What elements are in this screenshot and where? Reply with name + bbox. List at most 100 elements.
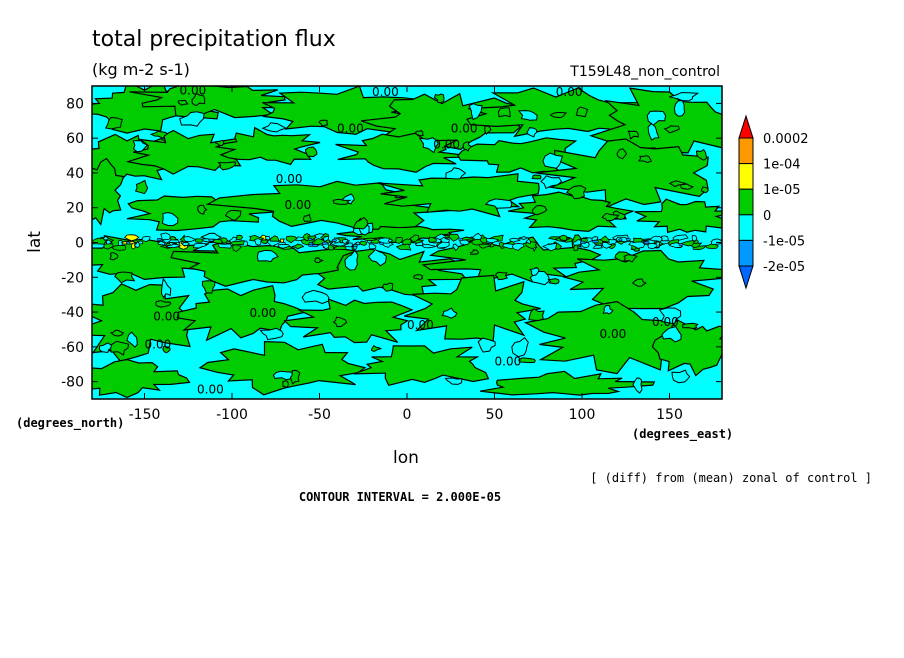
equatorial-cell <box>362 237 378 242</box>
positive-cell <box>531 204 548 216</box>
positive-region <box>92 157 125 227</box>
x-tick-label: -150 <box>129 407 161 423</box>
positive-cell <box>302 213 312 223</box>
legend-level-label: 0 <box>763 209 771 224</box>
positive-cell <box>549 112 568 119</box>
y-axis-label: lat <box>25 231 45 253</box>
x-axis-label: lon <box>393 448 419 468</box>
equatorial-cell <box>647 242 658 250</box>
positive-cell <box>433 93 445 104</box>
x-tick-label: 150 <box>656 407 683 423</box>
positive-cell <box>109 252 119 261</box>
contour-label: 0.00 <box>556 85 583 99</box>
negative-cell <box>444 377 463 385</box>
negative-cell <box>669 92 700 102</box>
equatorial-cell <box>133 240 141 248</box>
positive-cell <box>109 329 124 337</box>
negative-cell <box>671 369 691 384</box>
contour-label: 0.00 <box>276 172 303 186</box>
negative-cell <box>632 377 643 394</box>
positive-cell <box>110 340 130 356</box>
positive-region <box>214 126 321 166</box>
y-axis: 80 60 40 20 0 -20 -40 -60 -80 <box>61 96 722 391</box>
positive-region <box>507 191 635 233</box>
legend-min-arrow <box>738 265 754 290</box>
equatorial-cell <box>291 243 305 250</box>
y-tick-label: 80 <box>66 96 84 112</box>
equatorial-cell <box>592 244 603 249</box>
equatorial-cell <box>591 236 599 242</box>
negative-cell <box>132 140 149 153</box>
negative-cell <box>526 127 538 138</box>
positive-cell <box>470 249 479 255</box>
positive-cell <box>575 106 589 118</box>
positive-cell <box>681 322 699 330</box>
y-tick-label: 0 <box>75 236 84 252</box>
equatorial-cell <box>478 243 491 249</box>
legend-swatch <box>738 239 754 267</box>
contour-label: 0.00 <box>250 306 277 320</box>
negative-cell <box>658 307 682 325</box>
positive-region <box>92 358 191 399</box>
equatorial-cell <box>601 242 614 249</box>
equatorial-cell <box>160 232 171 241</box>
x-tick-label: 0 <box>403 407 412 423</box>
equatorial-cell <box>448 233 460 242</box>
y-tick-label: -20 <box>61 270 84 286</box>
strong-negative-cell <box>208 238 215 242</box>
negative-cell <box>445 167 467 180</box>
negative-cell <box>179 111 205 127</box>
contour-label: 0.00 <box>153 310 180 324</box>
negative-cell <box>418 137 439 154</box>
positive-cell <box>104 116 123 130</box>
negative-cell <box>673 100 686 117</box>
equatorial-cell <box>395 237 403 244</box>
equatorial-cell <box>452 243 460 252</box>
contour-label: 0.00 <box>145 337 172 351</box>
negative-cell <box>646 110 667 126</box>
negative-cell <box>529 266 540 277</box>
negative-cell <box>367 248 387 267</box>
negative-cell <box>301 289 330 305</box>
negative-cell <box>602 305 614 315</box>
strong-negative-cell <box>331 238 337 242</box>
equatorial-cell <box>525 238 531 244</box>
contour-label: 0.00 <box>600 327 627 341</box>
negative-cell <box>511 337 529 358</box>
strong-negative-cell <box>308 237 313 241</box>
positive-cell <box>304 146 318 158</box>
contour-label: 0.00 <box>197 383 224 397</box>
positive-cell <box>215 139 225 147</box>
positive-cell <box>695 149 708 161</box>
positive-region <box>170 239 362 287</box>
equatorial-cell <box>368 243 377 250</box>
equatorial-cell <box>220 237 228 244</box>
positive-cell <box>668 180 687 188</box>
equatorial-cell <box>123 234 140 242</box>
positive-cell <box>413 274 424 281</box>
negative-cell <box>517 110 538 121</box>
strong-negative-cell <box>352 244 358 248</box>
equatorial-cell <box>509 237 521 243</box>
y-tick-label: 40 <box>66 166 84 182</box>
positive-cell <box>197 204 208 215</box>
equatorial-cell <box>632 237 644 244</box>
legend-level-label: 0.0002 <box>763 132 809 147</box>
positive-cell <box>318 119 329 127</box>
equatorial-cell <box>105 239 113 245</box>
equatorial-cell <box>672 234 689 241</box>
negative-cell <box>441 307 458 319</box>
run-label: T159L48_non_control <box>569 64 720 80</box>
equatorial-cell <box>181 241 191 247</box>
equatorial-cell <box>217 243 232 249</box>
positive-cell <box>462 141 472 152</box>
x-tick-label: 100 <box>569 407 596 423</box>
contour-label: 0.00 <box>285 198 312 212</box>
positive-region <box>466 87 644 138</box>
y-tick-label: -80 <box>61 375 84 391</box>
contour-interval: CONTOUR INTERVAL = 2.000E-05 <box>299 490 501 504</box>
negative-cell <box>272 370 294 381</box>
strong-negative-cell <box>126 241 131 245</box>
equatorial-cell <box>111 244 127 251</box>
